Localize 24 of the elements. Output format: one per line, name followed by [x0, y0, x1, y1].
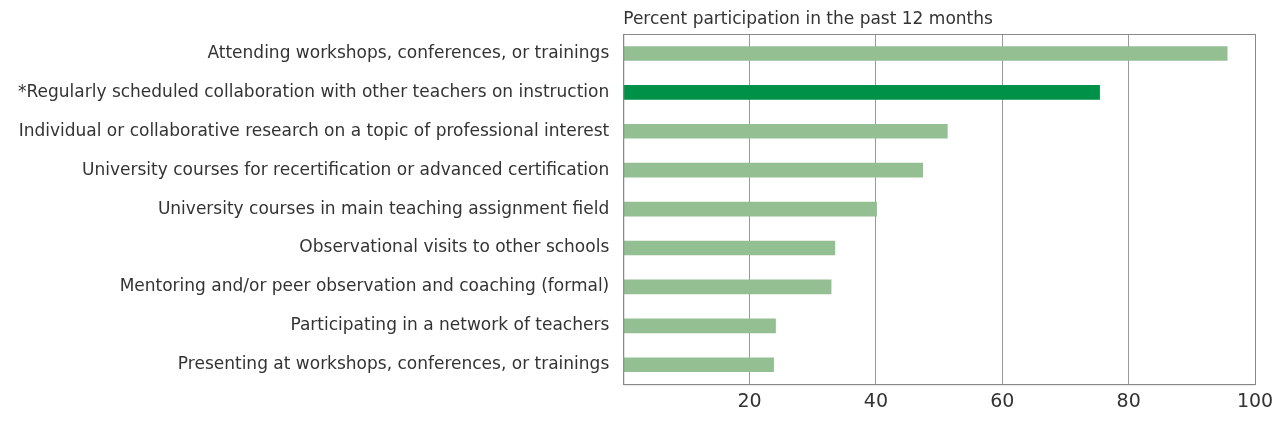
bar	[623, 85, 1100, 100]
bar	[623, 240, 836, 256]
x-tick-label: 100	[1236, 388, 1274, 411]
x-tick-label: 80	[1116, 388, 1141, 411]
bar	[623, 318, 776, 334]
bar	[623, 279, 832, 295]
y-tick-label: Individual or collaborative research on a topic of professional interest	[18, 119, 610, 140]
bar	[623, 46, 1228, 61]
y-tick-label: University courses for recertification or advanced certification	[82, 158, 610, 179]
y-tick-label: Mentoring and/or peer observation and coaching (formal)	[119, 275, 610, 296]
y-tick-label: Observational visits to other schools	[299, 236, 610, 257]
y-tick-label: *Regularly scheduled collaboration with other teachers on instruction	[17, 80, 610, 101]
bar	[623, 123, 948, 139]
bar	[623, 357, 774, 373]
bar	[623, 201, 877, 217]
y-tick-label: University courses in main teaching assignment field	[157, 197, 610, 218]
x-tick-label: 20	[737, 388, 762, 411]
y-tick-label: Presenting at workshops, conferences, or trainings	[177, 353, 610, 374]
y-tick-label: Attending workshops, conferences, or trainings	[207, 41, 610, 62]
y-tick-label: Participating in a network of teachers	[290, 314, 610, 335]
bar	[623, 162, 924, 178]
x-tick-label: 60	[990, 388, 1015, 411]
x-axis-title: Percent participation in the past 12 months	[623, 7, 994, 28]
x-tick-label: 40	[863, 388, 889, 411]
